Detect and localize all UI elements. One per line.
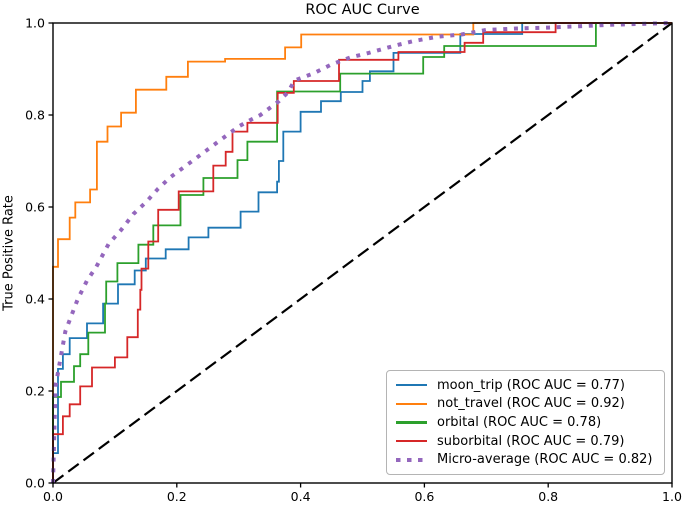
legend-item-orbital: orbital (ROC AUC = 0.78) [396, 415, 655, 430]
legend-label: Micro-average (ROC AUC = 0.82) [437, 452, 653, 468]
x-tick-label: 0.8 [538, 489, 558, 504]
legend-item-moon_trip: moon_trip (ROC AUC = 0.77) [396, 378, 655, 393]
chart-title: ROC AUC Curve [305, 2, 420, 18]
legend-line-swatch [396, 439, 427, 443]
legend-line-swatch [396, 383, 427, 387]
legend-item-suborbital: suborbital (ROC AUC = 0.79) [396, 434, 655, 449]
legend-label: orbital (ROC AUC = 0.78) [437, 414, 602, 430]
y-tick-label: 0.4 [25, 292, 45, 307]
y-tick-label: 0.0 [25, 476, 45, 491]
curve-Micro-average [51, 21, 673, 484]
legend: moon_trip (ROC AUC = 0.77) not_travel (RO… [386, 370, 665, 475]
y-tick-label: 0.2 [25, 384, 45, 399]
curve-not_travel [52, 22, 672, 483]
x-tick-label: 0.6 [414, 489, 434, 504]
x-tick-label: 1.0 [662, 489, 682, 504]
legend-line-swatch [396, 457, 427, 462]
axes-frame [52, 22, 673, 484]
x-tick-label: 0.0 [43, 489, 63, 504]
legend-line-swatch [396, 421, 427, 424]
legend-item-not_travel: not_travel (ROC AUC = 0.92) [396, 396, 655, 411]
y-tick-label: 0.8 [25, 108, 45, 123]
legend-label: moon_trip (ROC AUC = 0.77) [437, 377, 625, 393]
legend-label: suborbital (ROC AUC = 0.79) [437, 433, 625, 449]
legend-line-swatch [396, 402, 427, 406]
legend-item-Micro-average: Micro-average (ROC AUC = 0.82) [396, 452, 655, 467]
curve-moon_trip [52, 22, 672, 483]
curve-orbital [52, 22, 672, 483]
x-tick-label: 0.2 [167, 489, 187, 504]
legend-label: not_travel (ROC AUC = 0.92) [437, 396, 625, 412]
y-tick-label: 0.6 [25, 200, 45, 215]
chance-diagonal-line [52, 22, 673, 484]
curve-suborbital [52, 22, 672, 483]
x-tick-label: 0.4 [291, 489, 311, 504]
y-tick-label: 1.0 [25, 16, 45, 31]
